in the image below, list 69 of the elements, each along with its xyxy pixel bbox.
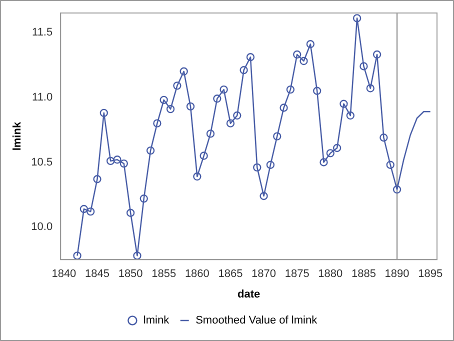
point: [133, 252, 142, 260]
point: [146, 146, 155, 155]
legend-label: Smoothed Value of lmink: [196, 314, 318, 327]
point: [86, 207, 95, 216]
point: [213, 94, 222, 103]
point: [246, 53, 255, 62]
point: [286, 85, 295, 94]
x-tick-label: 1885: [351, 268, 376, 280]
point: [332, 144, 342, 152]
x-tick-label: 1875: [284, 268, 310, 280]
y-tick-label: 11.5: [32, 26, 53, 38]
point: [340, 100, 348, 108]
point: [266, 160, 275, 169]
y-tick-label: 10.5: [31, 156, 53, 168]
point: [253, 163, 262, 172]
point: [226, 119, 235, 128]
point: [320, 158, 328, 166]
point: [326, 149, 335, 158]
point: [93, 175, 102, 184]
legend-label: lmink: [143, 314, 170, 327]
point: [346, 111, 354, 120]
x-tick-label: 1855: [152, 268, 176, 280]
point: [306, 40, 315, 48]
point: [392, 185, 402, 194]
x-tick-label: 1890: [384, 268, 410, 280]
point: [100, 108, 108, 118]
y-axis-title: lmink: [12, 121, 24, 151]
x-tick-label: 1870: [252, 268, 276, 280]
point: [220, 85, 228, 94]
point: [173, 82, 182, 90]
point: [380, 134, 388, 142]
x-tick-label: 1865: [218, 268, 243, 280]
point: [233, 111, 242, 120]
point: [73, 252, 82, 260]
point: [180, 67, 188, 76]
y-tick-label: 10.0: [31, 221, 53, 234]
point: [360, 62, 368, 70]
y-tick-label: 11.0: [32, 91, 53, 104]
point: [200, 152, 208, 160]
point: [280, 104, 288, 112]
point: [153, 119, 162, 128]
x-tick-label: 1845: [85, 268, 110, 280]
x-tick-label: 1895: [418, 268, 443, 280]
point: [300, 56, 308, 66]
point: [140, 194, 148, 203]
point: [186, 102, 195, 111]
point: [126, 208, 135, 217]
point: [366, 84, 374, 92]
point: [293, 50, 302, 59]
point: [386, 160, 394, 169]
point: [113, 156, 122, 164]
point: [166, 104, 175, 114]
x-axis-title: date: [237, 288, 260, 300]
x-tick-label: 1850: [118, 268, 143, 280]
point: [273, 132, 282, 140]
point: [80, 204, 88, 214]
point: [193, 172, 202, 181]
point: [106, 156, 115, 166]
x-tick-label: 1880: [318, 268, 343, 280]
point: [120, 159, 128, 168]
x-tick-label: 1840: [52, 268, 76, 280]
point: [312, 86, 322, 95]
point: [240, 66, 248, 74]
point: [372, 50, 382, 59]
point: [206, 130, 215, 138]
point: [160, 96, 168, 104]
point: [260, 192, 268, 200]
x-tick-label: 1860: [184, 268, 210, 280]
point: [352, 14, 362, 22]
